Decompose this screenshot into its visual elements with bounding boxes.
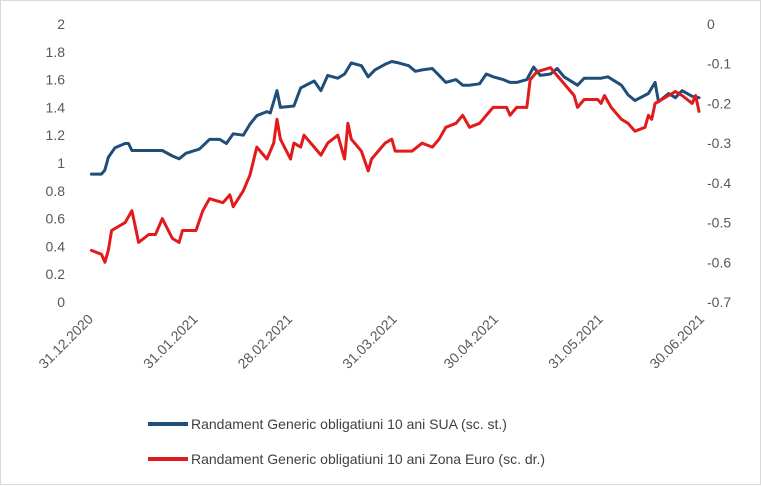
left-y-axis: 2 1.8 1.6 1.4 1.2 1 0.8 0.6 0.4 0.2 0: [46, 16, 66, 310]
legend-label-euro: Randament Generic obligatiuni 10 ani Zon…: [191, 451, 545, 467]
right-y-axis: 0 -0.1 -0.2 -0.3 -0.4 -0.5 -0.6 -0.7: [707, 16, 731, 310]
right-tick-label: -0.2: [707, 95, 731, 111]
legend: Randament Generic obligatiuni 10 ani SUA…: [148, 416, 545, 467]
series-layer: [89, 60, 701, 264]
x-tick-label: 31.01.2021: [140, 311, 201, 372]
series-line-euro: [89, 66, 701, 264]
right-tick-label: -0.5: [707, 215, 731, 231]
right-tick-label: 0: [707, 16, 715, 32]
left-tick-label: 0.4: [46, 238, 66, 254]
x-tick-label: 31.05.2021: [545, 311, 606, 372]
right-tick-label: -0.7: [707, 294, 731, 310]
right-tick-label: -0.4: [707, 175, 731, 191]
left-tick-label: 1.4: [46, 99, 66, 115]
left-tick-label: 1: [57, 155, 65, 171]
right-tick-label: -0.3: [707, 135, 731, 151]
x-tick-label: 31.03.2021: [339, 311, 400, 372]
left-tick-label: 1.2: [46, 127, 66, 143]
right-tick-label: -0.1: [707, 56, 731, 72]
left-tick-label: 1.6: [46, 72, 66, 88]
legend-label-us: Randament Generic obligatiuni 10 ani SUA…: [191, 416, 507, 432]
series-line-us: [89, 60, 701, 176]
left-tick-label: 1.8: [46, 44, 66, 60]
legend-item-euro: Randament Generic obligatiuni 10 ani Zon…: [148, 451, 545, 467]
x-tick-label: 28.02.2021: [234, 311, 295, 372]
left-tick-label: 0.8: [46, 183, 66, 199]
legend-item-us: Randament Generic obligatiuni 10 ani SUA…: [148, 416, 507, 432]
left-tick-label: 0.2: [46, 266, 66, 282]
right-tick-label: -0.6: [707, 254, 731, 270]
left-tick-label: 2: [57, 16, 65, 32]
left-tick-label: 0.6: [46, 211, 66, 227]
x-axis: 31.12.2020 31.01.2021 28.02.2021 31.03.2021…: [35, 311, 707, 372]
x-tick-label: 30.06.2021: [646, 311, 707, 372]
x-tick-label: 31.12.2020: [35, 311, 96, 372]
left-tick-label: 0: [57, 294, 65, 310]
x-tick-label: 30.04.2021: [440, 311, 501, 372]
